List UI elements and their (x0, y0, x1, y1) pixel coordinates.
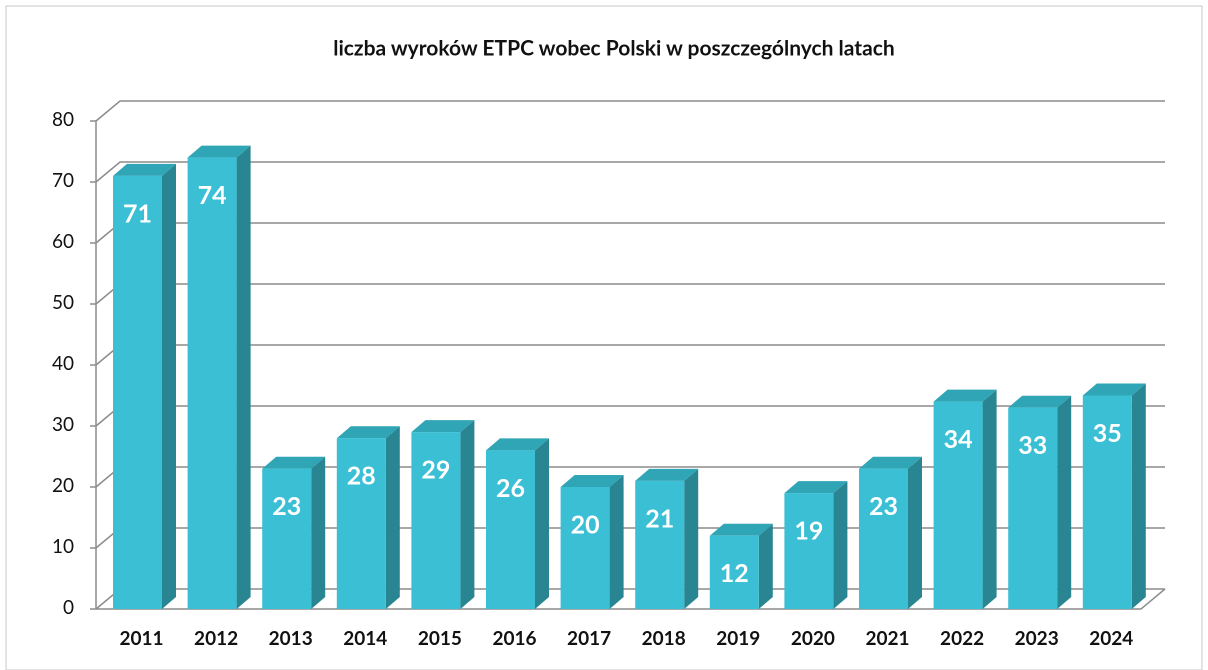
bar (784, 481, 848, 609)
bar-top (486, 438, 549, 451)
data-label: 71 (123, 198, 152, 228)
x-tick-label: 2021 (865, 627, 909, 650)
data-label: 23 (272, 491, 301, 521)
bar-side (1057, 395, 1072, 609)
bar-front (933, 401, 983, 609)
bar-side (311, 456, 326, 609)
bar-side (535, 438, 549, 609)
bar-side (982, 389, 997, 609)
bar (486, 438, 549, 609)
floor-edge (1140, 588, 1166, 610)
bar-front (859, 468, 908, 609)
x-tick-label: 2015 (418, 627, 462, 650)
data-label: 23 (869, 491, 898, 521)
x-tick-label: 2024 (1089, 627, 1133, 650)
bar-side (385, 426, 400, 609)
x-tick-label: 2020 (791, 627, 835, 650)
bar-front (336, 438, 386, 609)
bar-top (709, 523, 773, 536)
y-tick-label: 60 (52, 230, 74, 253)
bar (262, 456, 326, 609)
y-tick-label: 30 (52, 413, 74, 436)
bar-top (933, 389, 997, 402)
bar (560, 475, 624, 609)
bar (933, 389, 997, 609)
data-label: 26 (496, 473, 525, 503)
data-label: 28 (347, 461, 376, 491)
bar (635, 468, 699, 609)
y-tick-label: 20 (52, 474, 74, 497)
data-label: 19 (794, 516, 823, 546)
bar-side (460, 420, 475, 609)
bar-side (1131, 383, 1146, 609)
x-tick-label: 2022 (940, 627, 984, 650)
data-label: 20 (571, 509, 600, 539)
bar-front (411, 432, 461, 609)
y-tick-label: 50 (52, 291, 74, 314)
y-tick-label: 40 (52, 352, 74, 375)
bar-top (187, 145, 251, 158)
chart-title: liczba wyroków ETPC wobec Polski w poszc… (333, 35, 894, 60)
bar-side (684, 468, 699, 609)
bar-top (336, 426, 400, 439)
x-tick-label: 2016 (492, 627, 536, 650)
bar-front (113, 175, 162, 609)
x-tick-label: 2023 (1015, 627, 1059, 650)
bar (859, 456, 922, 609)
bar-front (635, 480, 685, 609)
data-label: 21 (645, 503, 674, 533)
bar-front (784, 493, 834, 609)
bar-side (833, 481, 848, 609)
y-tick-label: 70 (52, 169, 74, 192)
bar-front (709, 535, 759, 609)
data-label: 74 (198, 180, 227, 210)
bar-side (162, 163, 176, 609)
bar-top (262, 456, 326, 469)
y-tick-label: 80 (52, 108, 74, 131)
bar-front (1082, 395, 1132, 609)
y-tick-label: 0 (63, 596, 74, 619)
bar-top (113, 163, 176, 176)
data-label: 33 (1018, 430, 1047, 460)
x-tick-label: 2019 (716, 627, 760, 650)
bar-front (486, 450, 535, 609)
grid-line (95, 100, 1165, 122)
x-tick-label: 2018 (642, 627, 686, 650)
bar (1008, 395, 1072, 609)
bar-front (560, 487, 610, 609)
bar-top (859, 456, 922, 469)
data-label: 34 (944, 424, 973, 454)
bar-top (411, 420, 475, 433)
bar-side (609, 475, 624, 609)
bar (187, 145, 251, 609)
bar-top (635, 468, 699, 481)
bar-top (784, 481, 848, 494)
bar-front (1008, 407, 1058, 609)
bar (336, 426, 400, 609)
bar-side (908, 456, 922, 609)
x-tick-label: 2014 (343, 627, 387, 650)
bar (709, 523, 773, 609)
bar-top (1008, 395, 1072, 408)
bar-side (758, 523, 773, 609)
data-label: 35 (1093, 418, 1122, 448)
x-tick-label: 2013 (269, 627, 313, 650)
y-tick-label: 10 (52, 535, 74, 558)
bar-front (187, 157, 237, 609)
bar-side (236, 145, 251, 609)
data-label: 29 (421, 455, 450, 485)
bar-top (1082, 383, 1146, 396)
x-tick-label: 2012 (194, 627, 238, 650)
bar (411, 420, 475, 609)
bar-top (560, 475, 624, 487)
data-label: 12 (720, 558, 749, 588)
bar-front (262, 468, 312, 609)
bar (1082, 383, 1146, 609)
x-tick-label: 2011 (119, 627, 163, 650)
bar (113, 163, 176, 609)
grid-line (95, 161, 1165, 183)
x-tick-label: 2017 (567, 627, 611, 650)
